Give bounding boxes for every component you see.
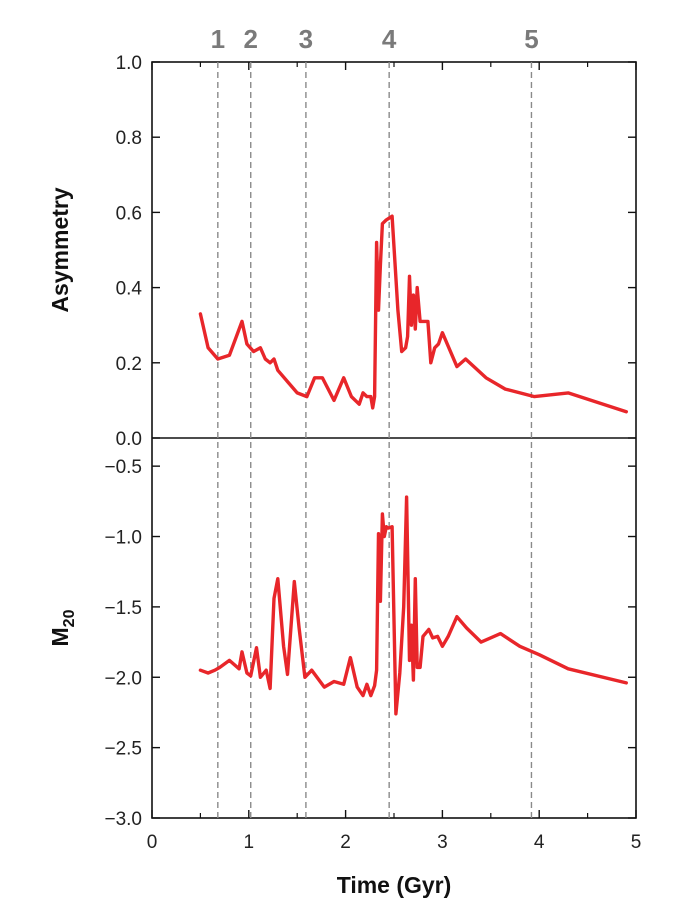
event-marker-label: 4 [382, 24, 397, 54]
series-line [198, 495, 628, 716]
y-axis-title: M20 [47, 609, 78, 646]
event-marker-label: 3 [299, 24, 313, 54]
y-tick-label: −0.5 [104, 457, 142, 478]
y-tick-label: −2.0 [104, 668, 142, 689]
event-marker-label: 1 [211, 24, 225, 54]
x-axis-title: Time (Gyr) [337, 872, 452, 898]
event-marker-label: 5 [524, 24, 538, 54]
plot-frame [151, 61, 637, 819]
x-tick-label: 2 [340, 832, 351, 853]
event-marker-label: 2 [244, 24, 258, 54]
y-tick-label: −2.5 [104, 739, 142, 760]
y-tick-label: −1.5 [104, 598, 142, 619]
series-line [198, 214, 628, 414]
y-tick-label: −1.0 [104, 528, 142, 549]
y-tick-label: 0.2 [116, 354, 142, 375]
x-tick-label: 4 [534, 832, 545, 853]
y-tick-label: −3.0 [104, 809, 142, 830]
x-tick-label: 0 [147, 832, 158, 853]
y-tick-label: 0.4 [116, 279, 143, 300]
y-axis-title-subscript: 20 [61, 609, 78, 627]
y-tick-label: 0.0 [116, 429, 142, 450]
y-tick-label: 1.0 [116, 53, 142, 74]
x-tick-label: 5 [631, 832, 642, 853]
y-tick-label: 0.6 [116, 203, 142, 224]
y-axis-title: Asymmetry [47, 187, 73, 312]
x-tick-label: 3 [437, 832, 448, 853]
y-tick-label: 0.8 [116, 128, 142, 149]
x-tick-label: 1 [244, 832, 255, 853]
